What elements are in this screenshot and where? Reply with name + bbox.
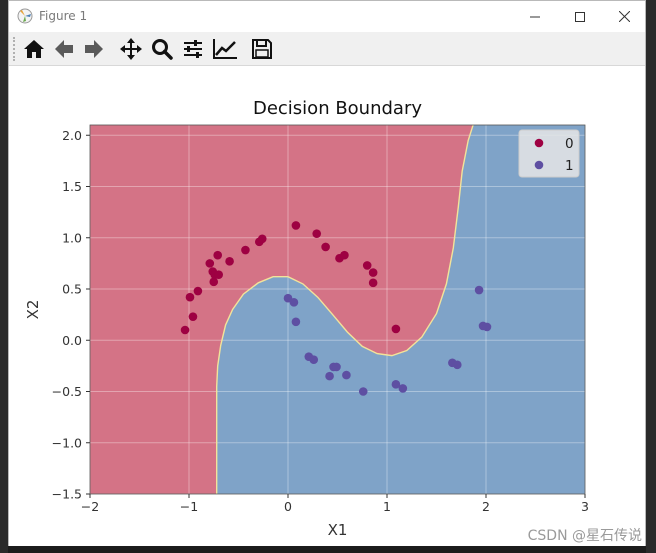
legend[interactable]: 01 [518,129,580,178]
y-tick-label: 1.5 [62,179,82,194]
legend-marker-1 [534,160,544,170]
x-tick-label: 3 [581,499,589,514]
edit-axis-icon [213,39,237,59]
y-tick-label: 2.0 [62,128,82,143]
desktop-background-right [646,0,656,553]
data-point-class-1[interactable] [342,370,351,380]
pan-button[interactable] [118,36,144,62]
data-point-class-1[interactable] [358,387,368,396]
data-point-class-0[interactable] [362,261,372,270]
x-tick-label: 1 [383,499,391,514]
close-button[interactable] [601,1,647,32]
minimize-icon [530,16,540,17]
y-axis-label: X2 [24,300,42,320]
data-point-class-1[interactable] [291,317,301,327]
pan-icon [120,38,142,60]
x-tick-label: 0 [284,499,292,514]
data-point-class-1[interactable] [289,298,299,307]
data-point-class-0[interactable] [193,286,203,296]
title-bar[interactable]: Figure 1 [9,1,645,32]
figure-canvas[interactable]: −2 −1 0 1 2 3 −1.5 −1.0 −0.5 0.0 0.5 1.0 1.5 2.0 Decis… [9,66,645,546]
back-button[interactable] [51,36,77,62]
close-icon [618,11,630,22]
data-point-class-0[interactable] [205,259,215,268]
y-tick-label: 0.0 [62,333,82,348]
y-tick-label: 0.5 [62,282,82,297]
y-tick-label: 1.0 [62,230,82,245]
data-point-class-0[interactable] [368,268,378,277]
data-point-class-0[interactable] [340,250,349,260]
data-point-class-1[interactable] [325,371,334,381]
legend-marker-0 [534,138,544,148]
data-point-class-1[interactable] [332,362,341,372]
y-tick-label: −1.5 [52,487,82,502]
forward-button[interactable] [81,36,107,62]
save-button[interactable] [249,36,275,62]
decision-boundary-chart[interactable]: −2 −1 0 1 2 3−1.5−1.0−0.50.00.51.01.52.0Decis… [9,66,645,546]
y-tick-label: −0.5 [52,384,82,399]
data-point-class-0[interactable] [312,229,322,238]
data-point-class-1[interactable] [309,355,319,365]
data-point-class-0[interactable] [321,242,330,252]
data-point-class-0[interactable] [213,250,223,260]
data-point-class-0[interactable] [209,277,219,287]
data-point-class-0[interactable] [257,234,267,244]
data-point-class-0[interactable] [241,245,250,255]
figure-window: Figure 1 [8,0,646,546]
desktop-background-left [0,0,8,553]
subplots-icon [184,40,202,58]
edit-axis-button[interactable] [212,36,238,62]
legend-label-1: 1 [565,158,574,174]
legend-label-0: 0 [565,136,574,152]
zoom-icon [152,39,173,60]
decision-boundary-line [216,124,474,494]
data-point-class-0[interactable] [368,278,378,288]
back-arrow-icon [55,40,73,58]
data-point-class-0[interactable] [185,292,195,302]
data-point-class-1[interactable] [452,360,462,370]
configure-subplots-button[interactable] [180,36,206,62]
x-tick-label: −1 [180,499,198,514]
data-point-class-1[interactable] [474,285,484,295]
data-point-class-0[interactable] [391,324,401,334]
window-title: Figure 1 [39,9,88,23]
chart-title: Decision Boundary [253,98,422,119]
navigation-toolbar [9,32,645,66]
toolbar-grip[interactable] [13,37,17,61]
watermark: CSDN @星石传说 [527,528,642,544]
x-tick-label: 2 [482,499,490,514]
home-button[interactable] [21,36,47,62]
save-icon [252,39,272,59]
forward-arrow-icon [85,40,103,58]
y-tick-label: −1.0 [52,435,82,450]
axes-frame [89,124,586,495]
x-axis-label: X1 [328,521,348,539]
data-point-class-0[interactable] [225,257,234,266]
minimize-button[interactable] [512,1,558,32]
maximize-button[interactable] [557,1,603,32]
matplotlib-app-icon [17,8,33,24]
data-point-class-1[interactable] [398,384,408,393]
legend-box [518,129,580,178]
data-point-class-0[interactable] [214,270,223,279]
data-point-class-0[interactable] [180,325,190,335]
home-icon [24,40,44,58]
x-tick-label: −2 [81,499,99,514]
class-0-region [90,125,474,494]
zoom-button[interactable] [149,36,175,62]
data-point-class-0[interactable] [291,221,301,230]
data-point-class-0[interactable] [188,312,198,321]
data-point-class-1[interactable] [482,322,492,332]
maximize-icon [575,11,585,22]
data-point-class-1[interactable] [391,380,401,389]
